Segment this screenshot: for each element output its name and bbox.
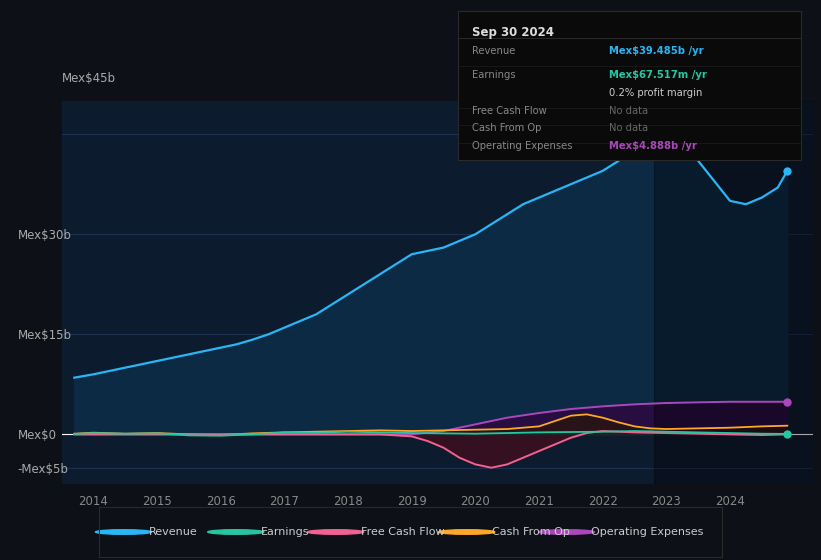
- Text: No data: No data: [609, 106, 649, 115]
- Text: Revenue: Revenue: [149, 527, 197, 537]
- Text: Earnings: Earnings: [261, 527, 310, 537]
- Text: Sep 30 2024: Sep 30 2024: [472, 26, 554, 39]
- Circle shape: [539, 530, 594, 534]
- Circle shape: [95, 530, 152, 534]
- Text: Mex$39.485b /yr: Mex$39.485b /yr: [609, 46, 704, 56]
- Text: Cash From Op: Cash From Op: [492, 527, 570, 537]
- Text: Free Cash Flow: Free Cash Flow: [472, 106, 547, 115]
- Text: Operating Expenses: Operating Expenses: [591, 527, 704, 537]
- Bar: [654, 101, 821, 484]
- Text: Mex$67.517m /yr: Mex$67.517m /yr: [609, 70, 707, 80]
- Circle shape: [208, 530, 264, 534]
- Circle shape: [308, 530, 364, 534]
- Text: Mex$45b: Mex$45b: [62, 72, 116, 86]
- Text: Revenue: Revenue: [472, 46, 516, 56]
- Text: Cash From Op: Cash From Op: [472, 123, 541, 133]
- Text: Earnings: Earnings: [472, 70, 516, 80]
- Text: Operating Expenses: Operating Expenses: [472, 141, 572, 151]
- Text: 0.2% profit margin: 0.2% profit margin: [609, 88, 703, 98]
- Text: Free Cash Flow: Free Cash Flow: [360, 527, 444, 537]
- Text: Mex$4.888b /yr: Mex$4.888b /yr: [609, 141, 697, 151]
- Circle shape: [438, 530, 495, 534]
- Text: No data: No data: [609, 123, 649, 133]
